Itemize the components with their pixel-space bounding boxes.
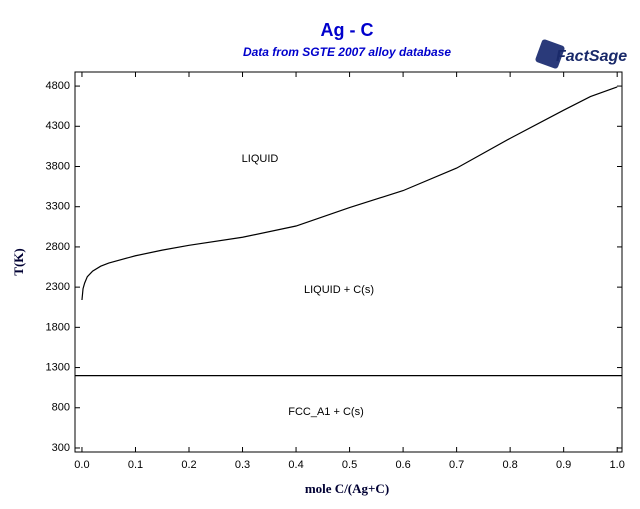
x-tick-label: 0.7 [449, 459, 464, 471]
y-tick-label: 4800 [46, 80, 70, 92]
x-tick-label: 0.5 [342, 459, 357, 471]
chart-title: Ag - C [321, 20, 374, 40]
y-axis-title: T(K) [11, 248, 26, 275]
x-axis-title: mole C/(Ag+C) [305, 481, 389, 496]
plot-frame [74, 71, 623, 453]
y-tick-label: 3300 [46, 201, 70, 213]
y-tick-label: 4300 [46, 120, 70, 132]
y-tick-label: 2800 [46, 241, 70, 253]
logo-icon [535, 39, 565, 69]
y-tick-label: 3800 [46, 160, 70, 172]
x-tick-label: 0.6 [395, 459, 410, 471]
x-tick-label: 0.8 [502, 459, 517, 471]
x-tick-label: 0.9 [556, 459, 571, 471]
region-label: LIQUID + C(s) [304, 284, 374, 296]
x-tick-label: 1.0 [610, 459, 625, 471]
chart-subtitle: Data from SGTE 2007 alloy database [243, 45, 451, 59]
y-tick-label: 2300 [46, 281, 70, 293]
x-tick-label: 0.4 [288, 459, 303, 471]
y-tick-label: 300 [52, 442, 70, 454]
region-label: FCC_A1 + C(s) [288, 406, 364, 418]
logo: FactSage [535, 39, 627, 69]
phase-boundary [81, 86, 618, 301]
x-tick-label: 0.1 [128, 459, 143, 471]
x-tick-label: 0.3 [235, 459, 250, 471]
y-tick-label: 1800 [46, 321, 70, 333]
x-tick-label: 0.0 [74, 459, 89, 471]
y-tick-label: 800 [52, 402, 70, 414]
y-tick-label: 1300 [46, 361, 70, 373]
logo-text: FactSage [556, 48, 627, 65]
x-tick-label: 0.2 [181, 459, 196, 471]
region-label: LIQUID [242, 153, 279, 165]
